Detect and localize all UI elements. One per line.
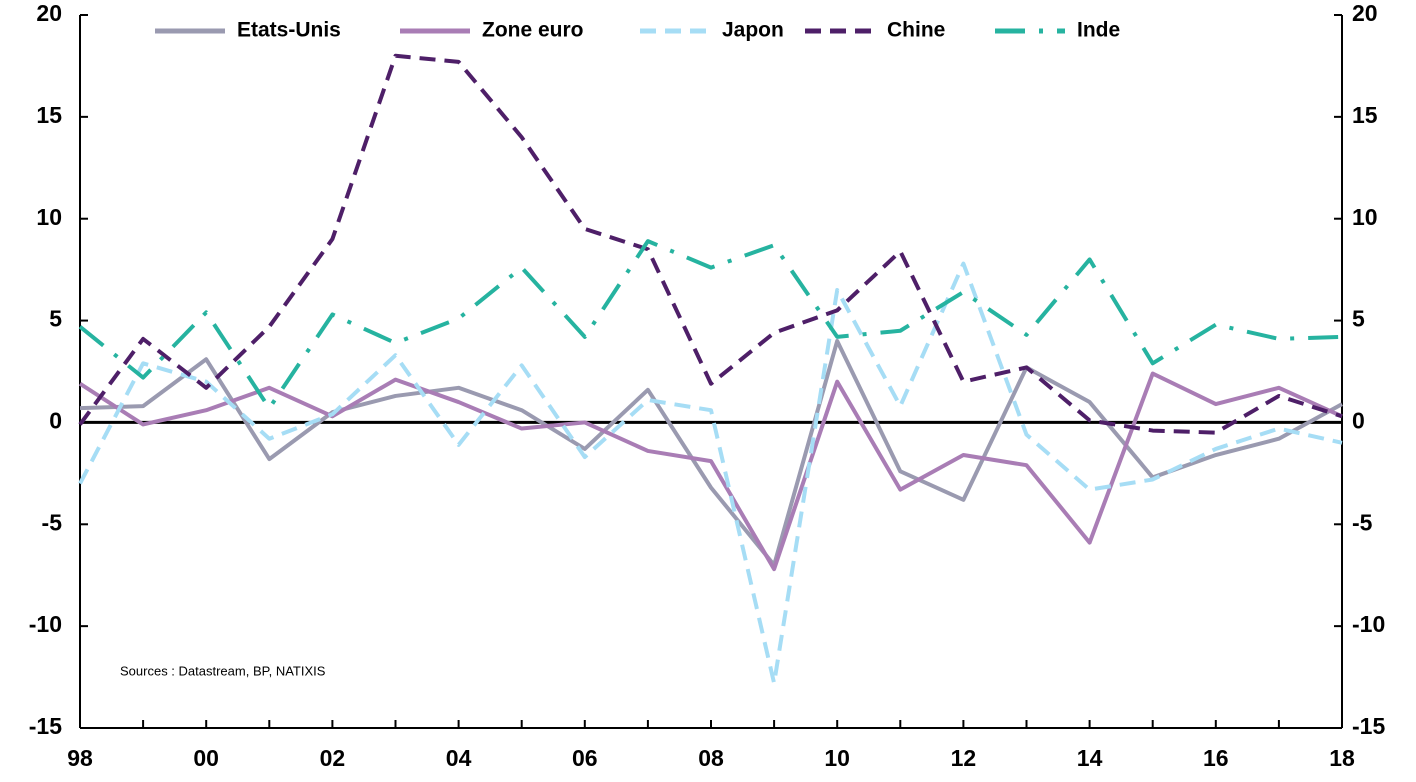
y-tick-label: -15: [29, 713, 62, 739]
source-note: Sources : Datastream, BP, NATIXIS: [120, 663, 326, 678]
x-tick-label: 04: [446, 745, 472, 771]
x-tick-label: 02: [320, 745, 346, 771]
y-tick-label: 10: [36, 204, 62, 230]
legend-label: Zone euro: [482, 19, 584, 42]
y2-tick-label: -15: [1352, 713, 1385, 739]
legend-label: Inde: [1077, 19, 1120, 42]
series-line: [79, 338, 1343, 568]
y-tick-label: -10: [29, 611, 62, 637]
x-tick-label: 16: [1203, 745, 1229, 771]
y2-tick-label: 10: [1352, 204, 1378, 230]
y-tick-label: 20: [36, 0, 62, 26]
y-tick-label: -5: [42, 509, 63, 535]
y2-tick-label: -5: [1352, 509, 1373, 535]
x-tick-label: 18: [1329, 745, 1355, 771]
y-tick-label: 5: [49, 306, 62, 332]
x-tick-label: 00: [193, 745, 219, 771]
y2-tick-label: -10: [1352, 611, 1385, 637]
series-line: [78, 371, 1343, 572]
legend-label: Etats-Unis: [237, 19, 341, 42]
series-line: [78, 261, 1343, 686]
legend-label: Japon: [722, 19, 784, 42]
x-tick-label: 98: [67, 745, 93, 771]
y-tick-label: 15: [36, 102, 62, 128]
x-tick-label: 12: [951, 745, 977, 771]
y2-tick-label: 0: [1352, 408, 1365, 434]
x-tick-label: 08: [698, 745, 724, 771]
y2-tick-label: 5: [1352, 306, 1365, 332]
series-line: [78, 53, 1343, 435]
x-tick-label: 06: [572, 745, 598, 771]
series-line: [78, 239, 1343, 411]
y2-tick-label: 15: [1352, 102, 1378, 128]
legend-label: Chine: [887, 19, 945, 42]
x-tick-label: 14: [1077, 745, 1103, 771]
y-tick-label: 0: [49, 408, 62, 434]
y2-tick-label: 20: [1352, 0, 1378, 26]
x-tick-label: 10: [824, 745, 850, 771]
